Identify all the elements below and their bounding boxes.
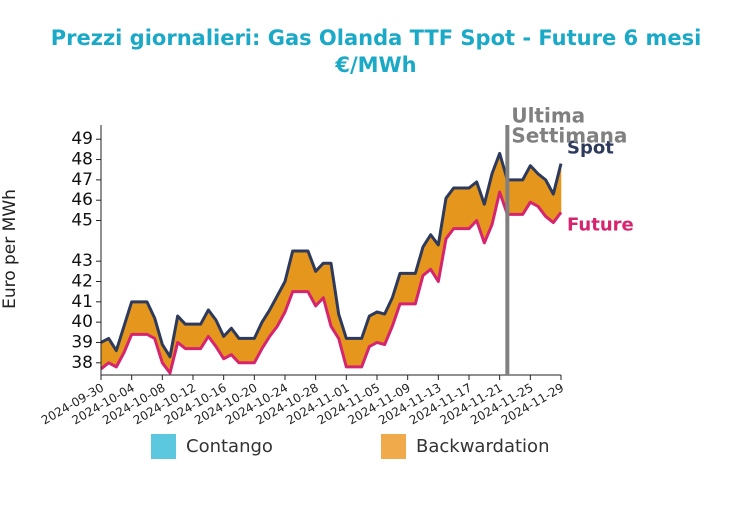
spread-area [376, 311, 385, 345]
chart-title: Prezzi giornalieri: Gas Olanda TTF Spot … [51, 26, 702, 50]
spread-area [453, 187, 462, 229]
spread-area [139, 301, 148, 335]
spread-area [246, 338, 255, 364]
spread-area [461, 187, 470, 229]
legend-label: Contango [186, 436, 273, 457]
reference-label: Settimana [511, 124, 627, 148]
y-tick-label: 39 [71, 332, 93, 352]
spread-area [514, 179, 523, 215]
spread-area [407, 273, 416, 305]
legend-swatch [151, 434, 176, 459]
legend-label: Backwardation [416, 436, 549, 457]
series-label: Future [567, 214, 634, 235]
y-axis-label: Euro per MWh [0, 189, 20, 309]
y-tick-label: 46 [71, 190, 93, 210]
spread-area [131, 301, 140, 335]
y-tick-label: 48 [71, 150, 93, 170]
spread-area [238, 338, 247, 364]
y-tick-label: 40 [71, 312, 93, 332]
spread-area [346, 338, 355, 368]
spread-area [399, 273, 408, 305]
y-tick-label: 42 [71, 272, 93, 292]
y-tick-label: 47 [71, 170, 93, 190]
legend-swatch [381, 434, 406, 459]
reference-label: Ultima [511, 104, 585, 128]
y-tick-label: 45 [71, 211, 93, 231]
series-line [100, 190, 563, 375]
y-tick-label: 43 [71, 251, 93, 271]
series-line [100, 151, 563, 359]
spread-area [300, 250, 309, 292]
spread-area [192, 323, 201, 349]
y-tick-label: 41 [71, 292, 93, 312]
y-tick-label: 38 [71, 353, 93, 373]
y-tick-label: 49 [71, 129, 93, 149]
spread-area [185, 323, 194, 349]
spread-area [292, 250, 301, 292]
series-label: Spot [567, 138, 614, 159]
chart-subtitle: €/MWh [334, 53, 416, 77]
spread-area [353, 338, 362, 368]
